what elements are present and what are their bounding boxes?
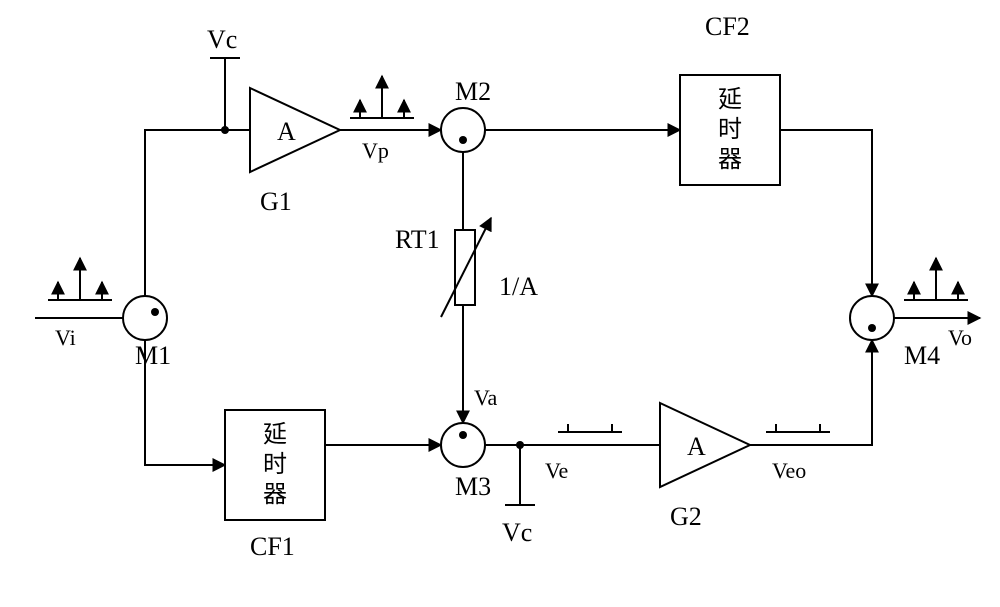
delay-label: CF2 <box>705 12 750 41</box>
mixer-dot <box>459 136 467 144</box>
mixer-dot <box>459 431 467 439</box>
mixer-label: M4 <box>904 341 940 370</box>
amplifier-label: G1 <box>260 187 292 216</box>
wire <box>750 340 872 445</box>
amplifier-gain: A <box>277 117 296 146</box>
signal-label-vp: Vp <box>362 138 389 163</box>
attenuator-value: 1/A <box>499 272 538 301</box>
junction-dot <box>516 441 524 449</box>
mixer-label: M1 <box>135 341 171 370</box>
wire <box>780 130 872 296</box>
wire <box>145 130 250 296</box>
mixer-dot <box>151 308 159 316</box>
block-diagram: M1M2M3M4AG1AG2延时器CF1延时器CF2RT11/AVcVcViVp… <box>0 0 1000 607</box>
delay-text: 延 <box>263 421 287 448</box>
vc-bottom-label: Vc <box>502 518 532 547</box>
mixer-dot <box>868 324 876 332</box>
mixer-label: M2 <box>455 77 491 106</box>
signal-label-veo: Veo <box>772 458 806 483</box>
attenuator-label: RT1 <box>395 225 440 254</box>
signal-label-vo: Vo <box>948 325 972 350</box>
mixer-m1 <box>123 296 167 340</box>
mixer-label: M3 <box>455 472 491 501</box>
delay-text: 时 <box>718 116 742 143</box>
junction-dot <box>221 126 229 134</box>
mixer-m2 <box>441 108 485 152</box>
signal-label-vi: Vi <box>55 325 76 350</box>
delay-label: CF1 <box>250 532 295 561</box>
amplifier-label: G2 <box>670 502 702 531</box>
mixer-m4 <box>850 296 894 340</box>
delay-text: 延 <box>718 86 742 113</box>
delay-text: 时 <box>263 451 287 478</box>
mixer-m3 <box>441 423 485 467</box>
amplifier-gain: A <box>687 432 706 461</box>
signal-label-ve: Ve <box>545 458 568 483</box>
delay-text: 器 <box>718 147 742 173</box>
signal-label-va: Va <box>474 385 497 410</box>
delay-text: 器 <box>263 482 287 508</box>
vc-top-label: Vc <box>207 25 237 54</box>
